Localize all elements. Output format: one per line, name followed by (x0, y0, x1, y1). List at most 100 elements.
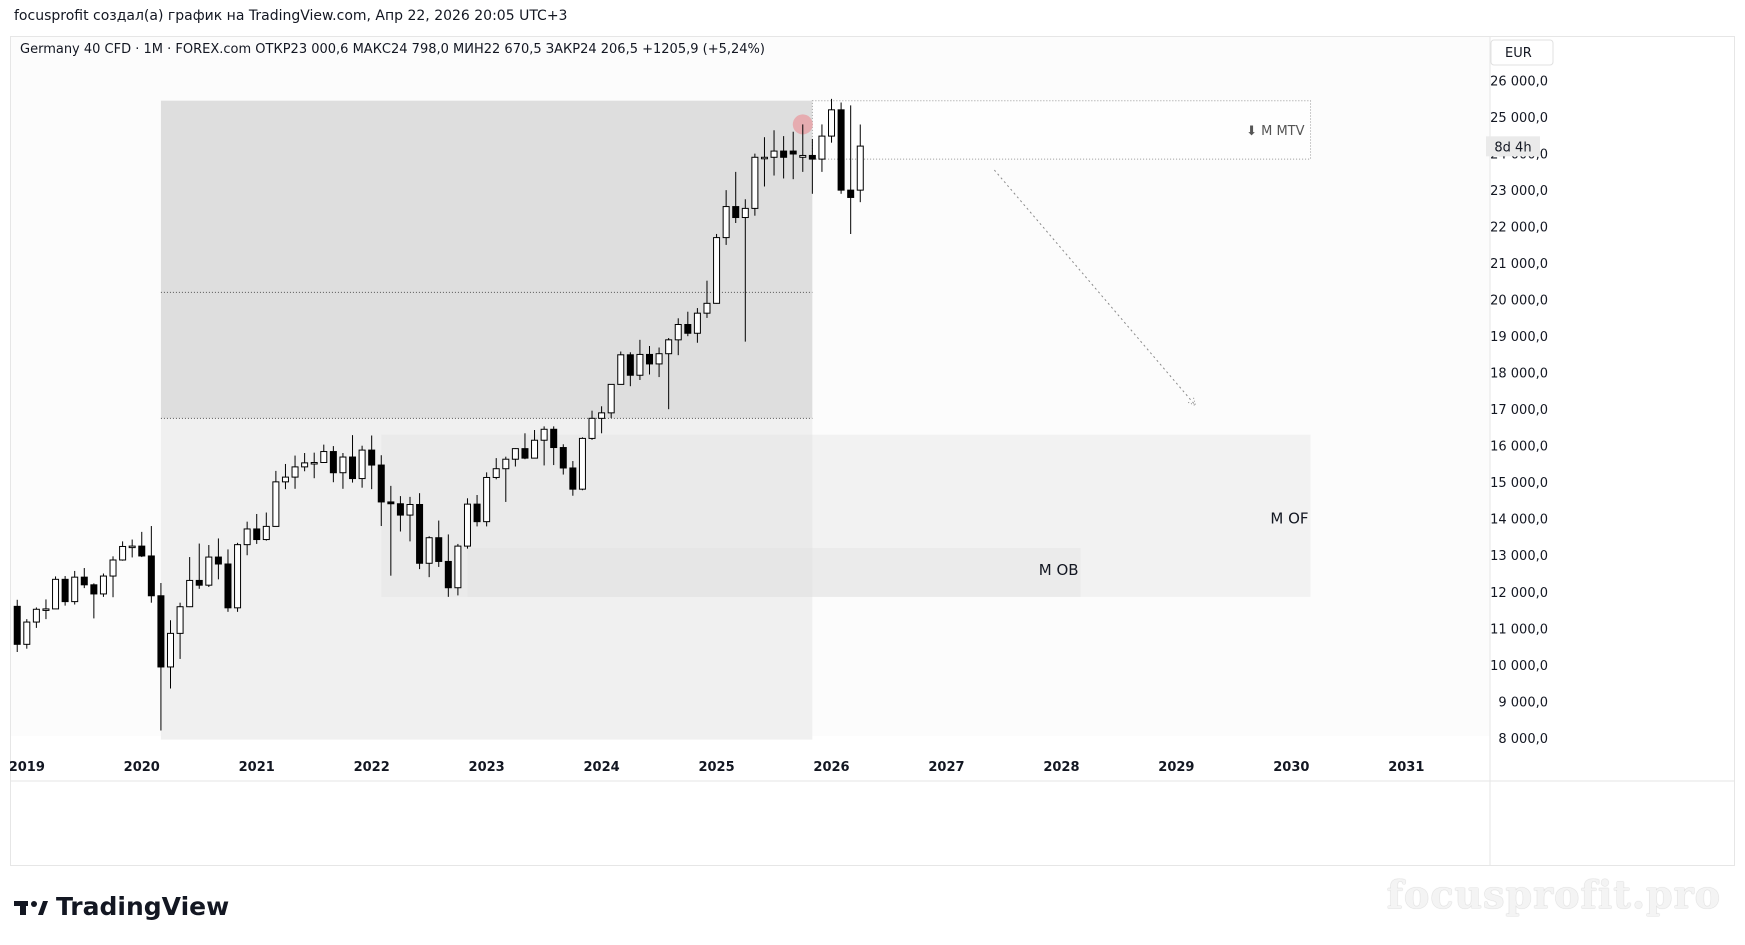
candle (281, 476, 289, 483)
candle (550, 428, 558, 449)
chart-attribution: focusprofit создал(а) график на TradingV… (14, 8, 568, 24)
candle (828, 109, 836, 137)
zone-label-m-of: M OF (1270, 510, 1308, 528)
zone-m-ob (467, 547, 1081, 597)
candle (607, 383, 615, 414)
price-tick-label: 17 000,0 (1490, 403, 1548, 418)
candle (80, 576, 88, 586)
tradingview-icon (14, 900, 48, 915)
candle (531, 439, 539, 459)
zone-m-of (381, 434, 1311, 597)
legend-close-value: 24 206,5 (580, 42, 642, 57)
currency-box[interactable] (1490, 39, 1554, 66)
candle (636, 353, 644, 376)
legend-high-value: 24 798,0 (391, 42, 453, 57)
legend-close-label: ЗАКР (546, 42, 580, 57)
candle (157, 595, 165, 668)
time-tick-label: 2021 (239, 760, 275, 775)
candle (808, 154, 816, 160)
price-tick-label: 15 000,0 (1490, 476, 1548, 491)
candle (713, 237, 721, 304)
candle (799, 154, 807, 158)
time-tick-label: 2025 (698, 760, 734, 775)
candle (291, 466, 299, 478)
candle (617, 354, 625, 385)
candle (435, 537, 443, 562)
candle (262, 525, 270, 541)
candle (320, 451, 328, 464)
candle (483, 476, 491, 523)
candle (780, 150, 788, 158)
price-tick-label: 14 000,0 (1490, 513, 1548, 528)
price-tick-label: 19 000,0 (1490, 330, 1548, 345)
price-tick-label: 25 000,0 (1490, 111, 1548, 126)
price-tick-label: 10 000,0 (1490, 659, 1548, 674)
price-tick-label: 22 000,0 (1490, 221, 1548, 236)
time-tick-label: 2027 (928, 760, 964, 775)
ohlc-legend: Germany 40 CFD · 1M · FOREX.com ОТКР23 0… (20, 42, 765, 57)
price-tick-label: 20 000,0 (1490, 294, 1548, 309)
candle (71, 576, 79, 603)
price-tick-label: 9 000,0 (1498, 695, 1548, 710)
legend-open-value: 23 000,6 (291, 42, 353, 57)
time-tick-label: 2023 (469, 760, 505, 775)
legend-low-label: МИН (453, 42, 484, 57)
candle (559, 447, 567, 469)
candle (502, 458, 510, 470)
legend-symbol: Germany 40 CFD · 1M · FOREX.com (20, 42, 255, 57)
candle (272, 481, 280, 527)
countdown-label: 8d 4h (1494, 140, 1531, 155)
candle (665, 339, 673, 355)
candle (693, 312, 701, 334)
candle (463, 503, 471, 547)
mtv-box (811, 100, 1312, 160)
price-tick-label: 11 000,0 (1490, 622, 1548, 637)
candle (329, 451, 337, 474)
candle (186, 579, 194, 608)
price-tick-label: 12 000,0 (1490, 586, 1548, 601)
price-tick-label: 16 000,0 (1490, 440, 1548, 455)
candle (760, 156, 768, 160)
candle (416, 503, 424, 564)
candle (253, 528, 261, 541)
price-chart[interactable]: M OF M OB ⬇ M MTV 8 000,0 9 000,0 10 000,0 11 … (10, 36, 1735, 866)
candle (722, 206, 730, 239)
currency-label: EUR (1505, 46, 1532, 61)
candle (751, 156, 759, 209)
candle (52, 578, 60, 610)
candle (301, 462, 309, 468)
candle (377, 464, 385, 503)
candle (732, 206, 740, 219)
time-tick-label: 2028 (1043, 760, 1079, 775)
tradingview-logo[interactable]: TradingView (14, 892, 229, 921)
time-tick-label: 2029 (1158, 760, 1194, 775)
candle (770, 150, 778, 158)
time-tick-label: 2019 (10, 760, 45, 775)
candle (521, 448, 529, 459)
premium-zone (160, 100, 813, 419)
candle (42, 608, 50, 611)
candle (856, 145, 864, 191)
chart-area[interactable]: M OF M OB ⬇ M MTV 8 000,0 9 000,0 10 000,0 11 … (10, 36, 1735, 866)
price-tick-label: 13 000,0 (1490, 549, 1548, 564)
mtv-label: ⬇ M MTV (1246, 124, 1305, 139)
candle (23, 621, 31, 645)
candle (119, 545, 127, 561)
candle (396, 503, 404, 516)
candle (176, 606, 184, 634)
candle (214, 556, 222, 565)
time-tick-label: 2022 (354, 760, 390, 775)
time-tick-label: 2026 (813, 760, 849, 775)
legend-high-label: МАКС (353, 42, 391, 57)
projection-arrow (993, 169, 1196, 406)
candle (109, 559, 117, 577)
price-tick-label: 18 000,0 (1490, 367, 1548, 382)
time-tick-label: 2030 (1273, 760, 1309, 775)
candle (540, 428, 548, 441)
candle (444, 560, 452, 589)
candle (837, 109, 845, 191)
candle (406, 503, 414, 516)
candle (234, 544, 242, 609)
time-tick-label: 2020 (124, 760, 160, 775)
candle (598, 412, 606, 419)
